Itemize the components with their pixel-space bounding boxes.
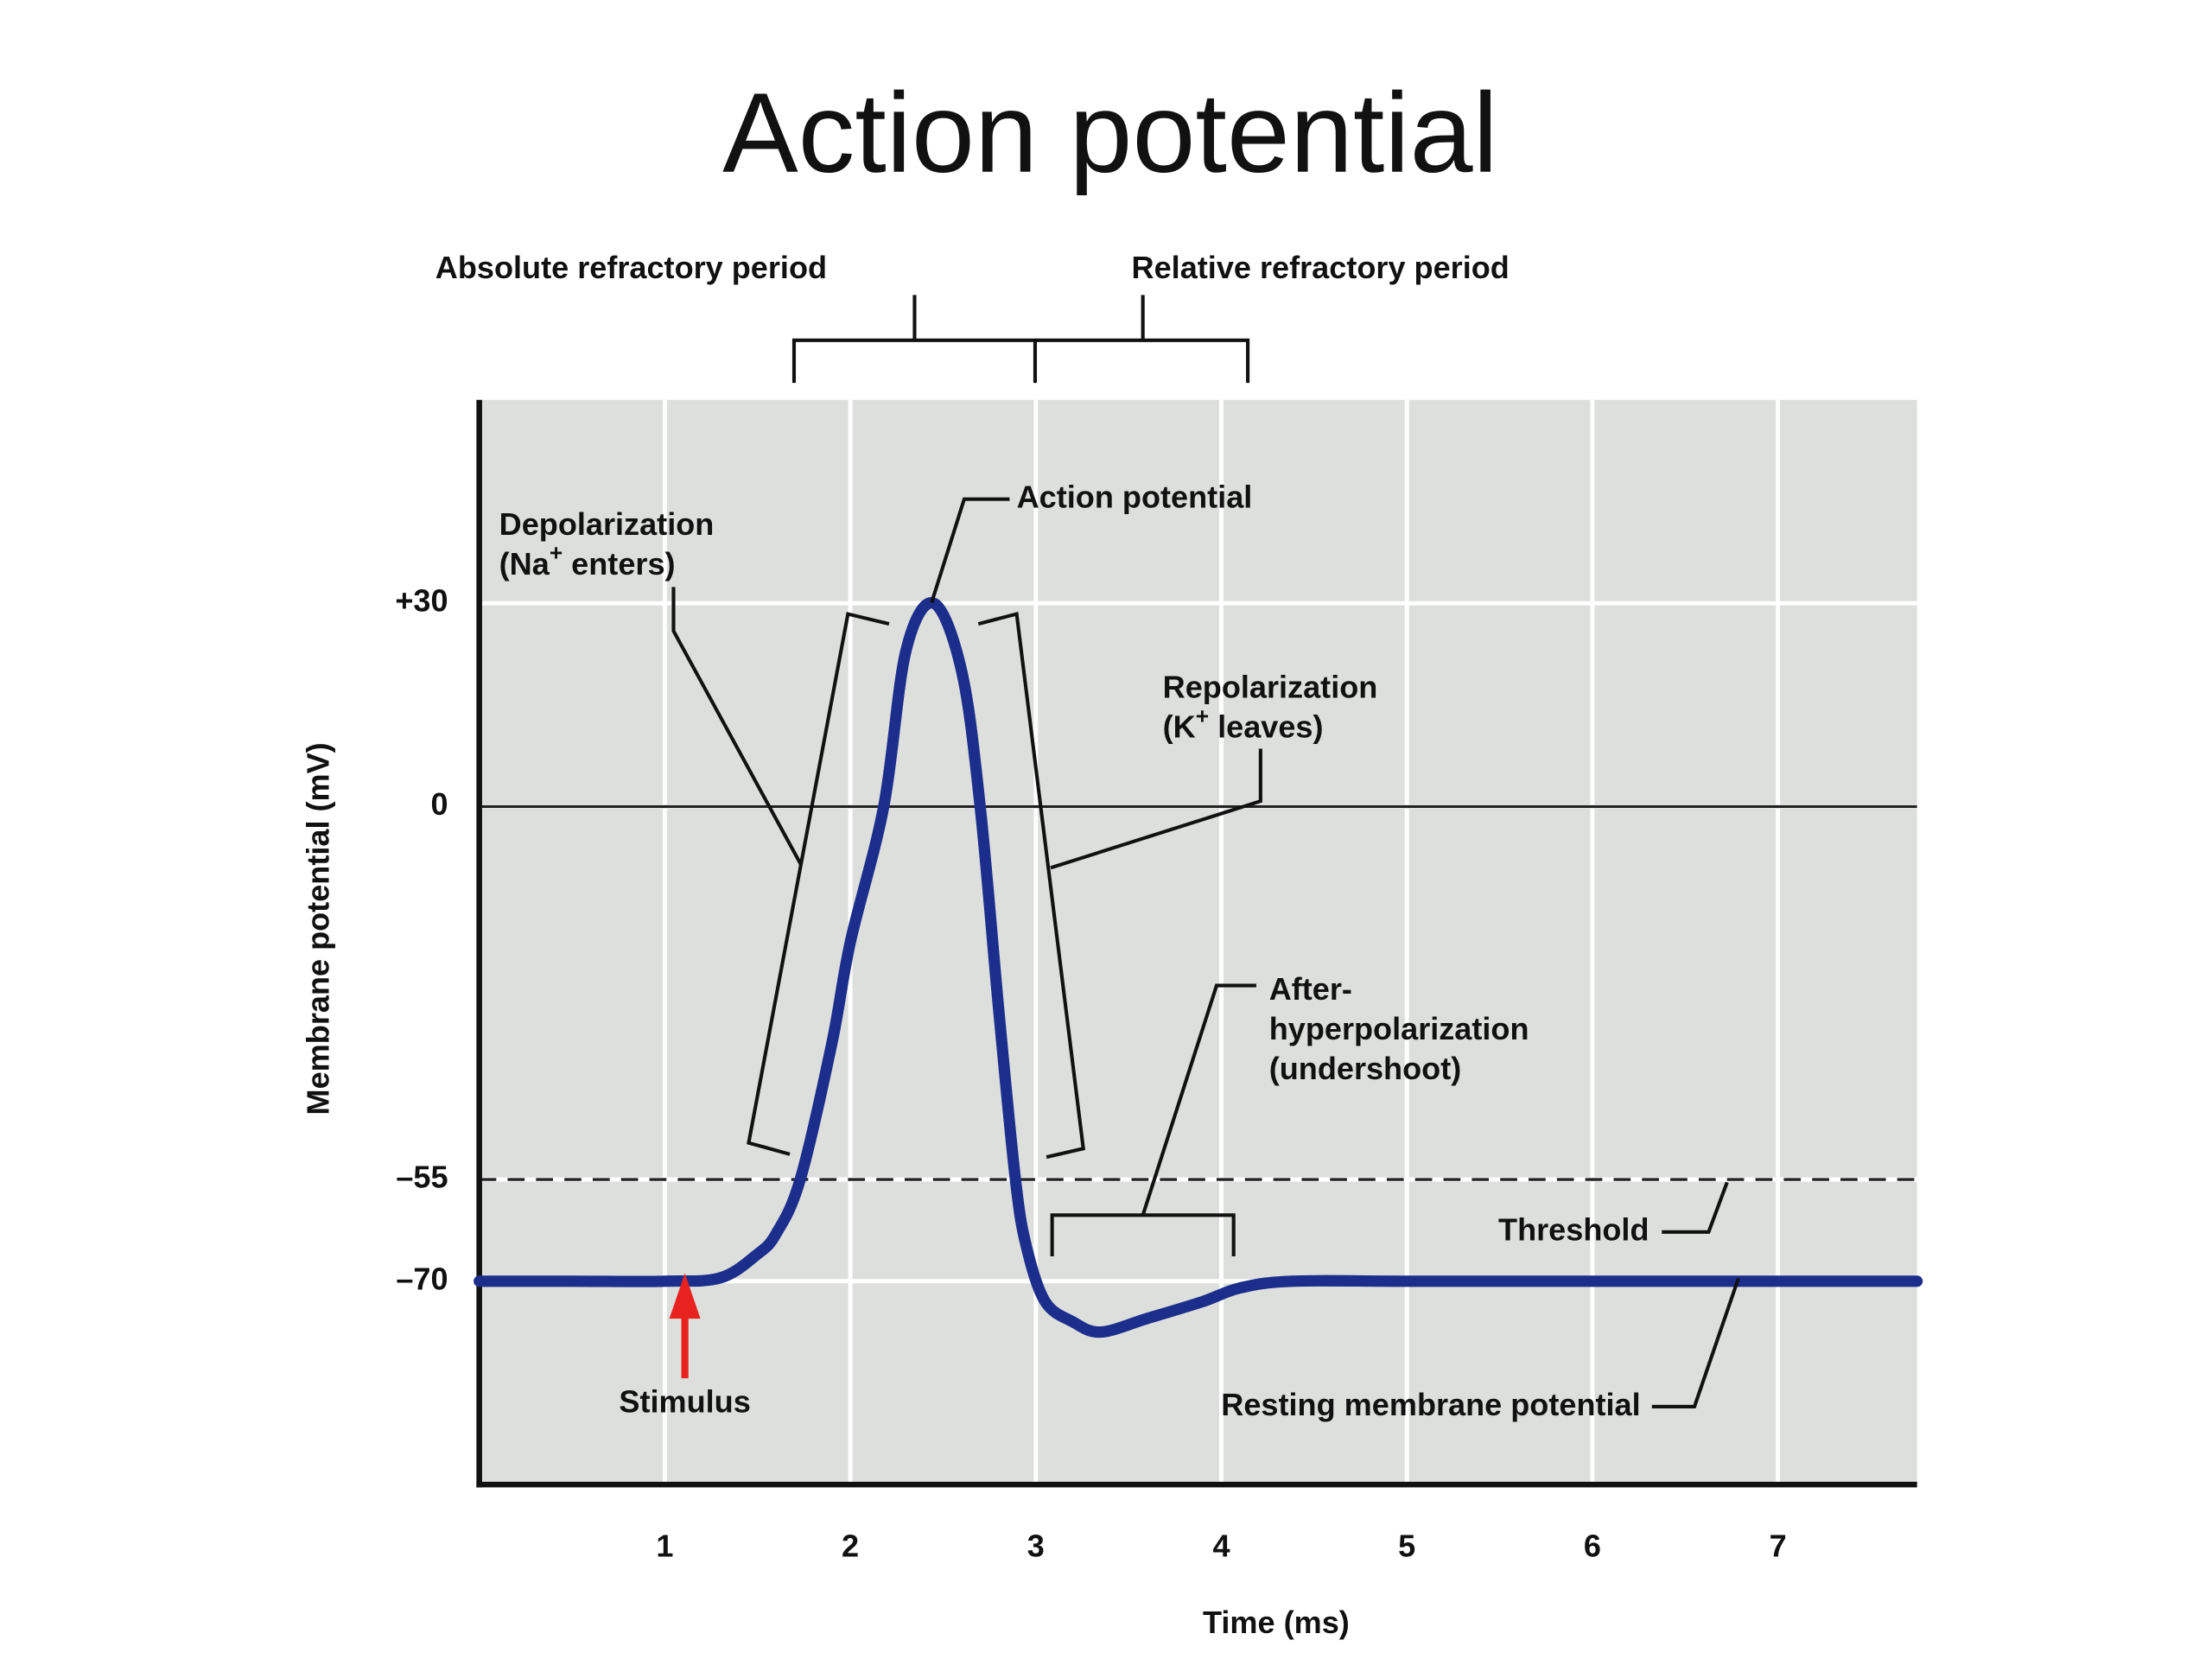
x-tick-label: 3	[1027, 1529, 1045, 1564]
leader-line	[977, 611, 1086, 1160]
x-tick-label: 6	[1584, 1529, 1601, 1564]
annotation: Resting membrane potential	[1221, 1386, 1640, 1421]
plot-area	[479, 399, 1917, 1485]
annotation: Action potential	[1017, 479, 1253, 514]
annotation: Absolute refractory period	[435, 249, 827, 284]
stimulus-arrowhead	[669, 1273, 701, 1319]
y-tick-label: 0	[430, 786, 448, 822]
annotation: Stimulus	[619, 1383, 750, 1419]
annotation: After-	[1269, 971, 1352, 1007]
annotation-text: enters)	[563, 545, 675, 581]
annotation-text: Resting membrane potential	[1221, 1386, 1640, 1421]
annotation-text: (K	[1163, 709, 1196, 744]
leader-line	[747, 612, 890, 1156]
x-tick-label: 2	[842, 1529, 859, 1564]
annotation-text: Depolarization	[499, 505, 715, 541]
leader-line	[1050, 748, 1262, 870]
leader-line	[1034, 338, 1250, 384]
leader-line	[1651, 1277, 1740, 1408]
x-tick-label: 4	[1212, 1529, 1230, 1564]
y-tick-label: +30	[395, 583, 448, 619]
threshold-label: Threshold	[1498, 1211, 1649, 1247]
chart-title: Action potential	[722, 69, 1498, 196]
annotation-text: Absolute refractory period	[435, 249, 827, 284]
leader-line	[1050, 1213, 1236, 1256]
annotation: (K+ leaves)	[1163, 702, 1324, 744]
annotation-text: (undershoot)	[1269, 1051, 1462, 1086]
annotation-text: +	[1196, 702, 1209, 728]
x-tick-label: 5	[1398, 1529, 1415, 1564]
annotation-text: leaves)	[1209, 709, 1323, 744]
leader-line	[671, 587, 803, 867]
annotation-text: Relative refractory period	[1132, 249, 1510, 284]
annotation: Relative refractory period	[1132, 249, 1510, 284]
annotation-text: Repolarization	[1163, 669, 1378, 704]
leader-line	[1662, 1181, 1729, 1234]
annotation-text: Stimulus	[619, 1383, 750, 1419]
x-axis-label: Time (ms)	[1203, 1605, 1350, 1640]
annotation: Repolarization	[1163, 669, 1378, 704]
x-tick-label: 1	[656, 1529, 673, 1564]
leader-line	[791, 338, 1037, 384]
y-axis-label: Membrane potential (mV)	[300, 742, 335, 1115]
x-tick-label: 7	[1770, 1529, 1787, 1564]
annotation-text: hyperpolarization	[1269, 1011, 1529, 1046]
annotation: (Na+ enters)	[499, 540, 676, 582]
line-series	[474, 597, 1923, 1338]
leader-line	[1141, 983, 1256, 1216]
annotation: hyperpolarization	[1269, 1011, 1529, 1046]
y-tick-label: –55	[396, 1160, 448, 1195]
annotation-text: Action potential	[1017, 479, 1253, 514]
annotation: Depolarization	[499, 505, 715, 541]
y-tick-label: –70	[396, 1261, 448, 1296]
leader-line	[930, 497, 1010, 604]
annotation-text: (Na	[499, 545, 550, 581]
annotation-text: After-	[1269, 971, 1352, 1007]
annotation: (undershoot)	[1269, 1051, 1462, 1086]
annotation-text: +	[550, 540, 563, 566]
